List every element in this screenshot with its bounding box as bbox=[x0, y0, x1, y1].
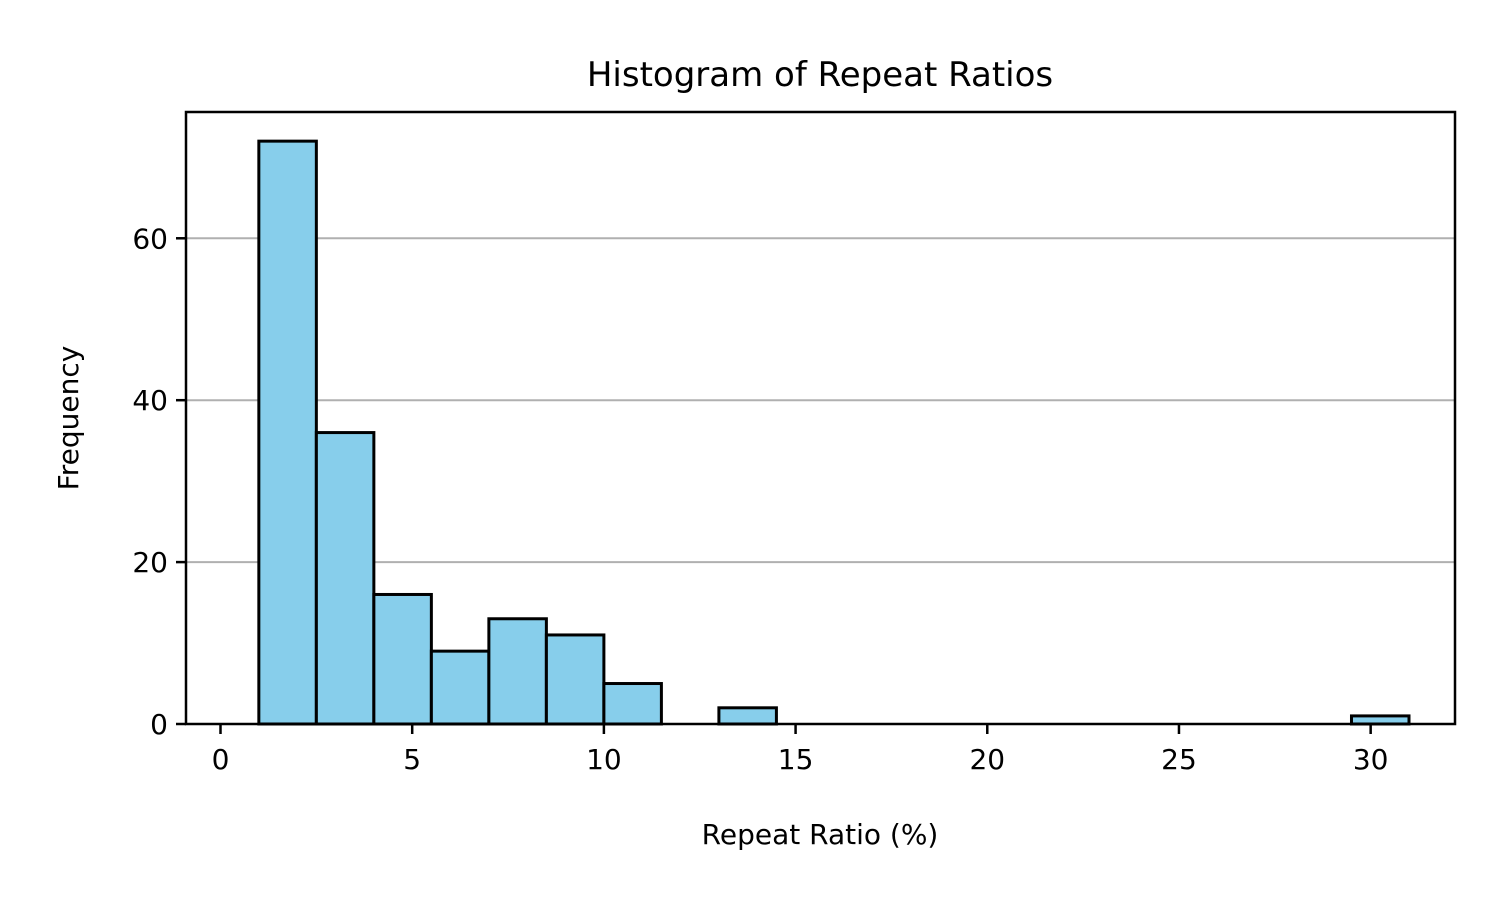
bar-bin-4 bbox=[487, 617, 548, 726]
x-tick-label-10: 10 bbox=[586, 743, 622, 776]
chart-title: Histogram of Repeat Ratios bbox=[587, 55, 1053, 95]
x-axis-label: Repeat Ratio (%) bbox=[702, 818, 939, 851]
y-tick-label-20: 20 bbox=[132, 546, 168, 579]
x-tick-label-20: 20 bbox=[969, 743, 1005, 776]
y-tick-label-60: 60 bbox=[132, 222, 168, 255]
bar-bin-2 bbox=[372, 592, 433, 726]
grid-lines bbox=[186, 237, 1455, 564]
x-tick-label-15: 15 bbox=[778, 743, 814, 776]
y-axis-ticks: 0 20 40 60 bbox=[132, 222, 186, 741]
x-tick-label-30: 30 bbox=[1353, 743, 1389, 776]
x-tick-label-25: 25 bbox=[1161, 743, 1197, 776]
x-tick-label-5: 5 bbox=[403, 743, 421, 776]
y-tick-label-0: 0 bbox=[150, 708, 168, 741]
bar-bin-3 bbox=[429, 649, 491, 726]
x-axis-ticks: 0 5 10 15 20 25 30 bbox=[212, 724, 1389, 776]
plot-frame bbox=[184, 110, 1457, 726]
bar-bin-0 bbox=[257, 139, 318, 726]
bar-bin-1 bbox=[314, 431, 376, 726]
bars bbox=[257, 139, 1411, 726]
x-tick-label-0: 0 bbox=[212, 743, 230, 776]
bar-bin-5 bbox=[544, 633, 606, 726]
y-axis-label: Frequency bbox=[52, 346, 85, 491]
bar-bin-8 bbox=[717, 706, 778, 726]
y-tick-label-40: 40 bbox=[132, 384, 168, 417]
bar-bin-6 bbox=[602, 682, 663, 726]
